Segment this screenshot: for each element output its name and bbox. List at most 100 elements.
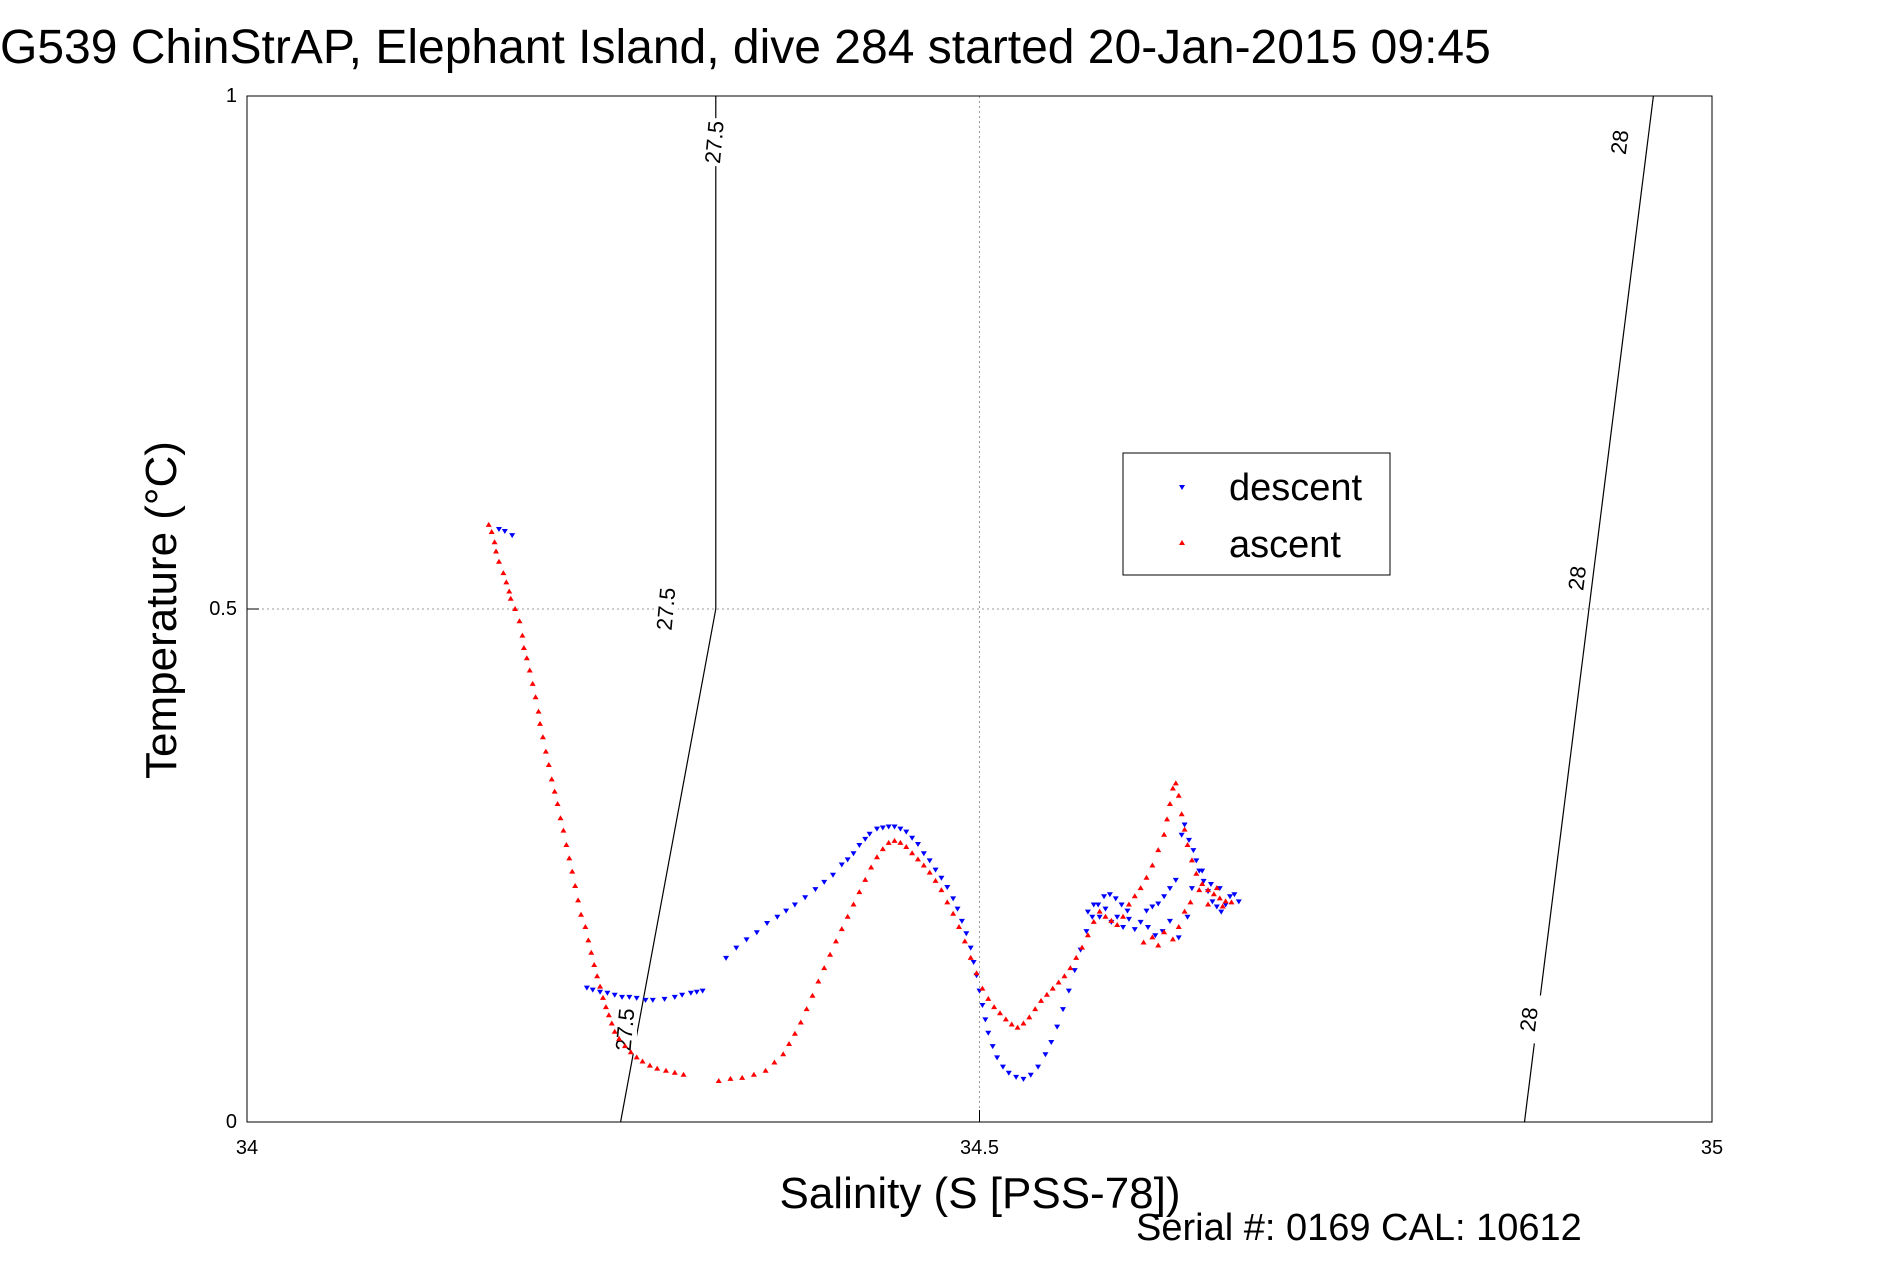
ascent-point-69 xyxy=(832,938,839,944)
descent-point-32 xyxy=(844,857,851,863)
ascent-point-23 xyxy=(551,788,558,794)
ascent-point-24 xyxy=(554,800,561,806)
legend: descent ascent xyxy=(1122,452,1391,576)
descent-point-121 xyxy=(1188,886,1195,892)
ascent-point-82 xyxy=(909,850,916,856)
ascent-point-8 xyxy=(507,595,514,601)
ascent-point-1 xyxy=(488,529,495,535)
descent-point-61 xyxy=(989,1044,996,1050)
ascent-point-77 xyxy=(879,846,886,852)
descent-point-92 xyxy=(1131,927,1138,933)
ascent-point-85 xyxy=(926,869,933,875)
descent-point-44 xyxy=(914,841,921,847)
ascent-point-6 xyxy=(503,579,510,585)
descent-point-119 xyxy=(1175,935,1182,941)
descent-point-64 xyxy=(1005,1070,1012,1076)
descent-point-50 xyxy=(950,896,957,902)
descent-point-34 xyxy=(856,842,863,848)
descent-point-111 xyxy=(1222,902,1229,908)
ascent-point-15 xyxy=(529,680,536,686)
ascent-point-99 xyxy=(1008,1021,1015,1027)
descent-point-47 xyxy=(932,867,939,873)
ascent-point-84 xyxy=(920,862,927,868)
legend-label-ascent: ascent xyxy=(1229,524,1341,566)
ascent-point-68 xyxy=(827,951,834,957)
ascent-point-101 xyxy=(1020,1020,1027,1026)
descent-point-40 xyxy=(891,824,898,830)
descent-point-77 xyxy=(1089,914,1096,920)
legend-marker-ascent xyxy=(1179,540,1185,545)
isopycnal-label-bg-0-1 xyxy=(653,585,678,633)
descent-point-66 xyxy=(1020,1076,1027,1082)
descent-point-20 xyxy=(733,945,740,951)
descent-point-35 xyxy=(862,836,869,842)
ascent-point-144 xyxy=(1155,942,1162,948)
descent-point-116 xyxy=(1152,933,1159,939)
y-tick-label-1: 0.5 xyxy=(209,598,237,620)
ascent-point-116 xyxy=(1108,917,1115,923)
descent-point-52 xyxy=(958,918,965,924)
ascent-point-120 xyxy=(1131,893,1138,899)
ascent-point-149 xyxy=(1187,899,1194,905)
ascent-point-19 xyxy=(539,734,546,740)
isopycnal-label-0-2: 27.5 xyxy=(700,120,729,165)
ascent-point-27 xyxy=(563,841,570,847)
descent-point-108 xyxy=(1209,899,1216,905)
ascent-point-17 xyxy=(535,708,542,714)
ascent-point-38 xyxy=(597,983,604,989)
ascent-point-66 xyxy=(815,978,822,984)
descent-point-46 xyxy=(926,858,933,864)
ascent-point-87 xyxy=(938,887,945,893)
descent-point-9 xyxy=(626,994,633,1000)
isopycnal-line-27.5 xyxy=(619,96,717,1123)
descent-point-7 xyxy=(611,992,618,998)
ascent-point-90 xyxy=(955,924,962,930)
ascent-point-83 xyxy=(914,856,921,862)
ascent-point-32 xyxy=(578,911,585,917)
ascent-point-29 xyxy=(569,868,576,874)
descent-point-102 xyxy=(1185,837,1192,843)
ascent-point-67 xyxy=(821,965,828,971)
descent-point-2 xyxy=(509,533,516,539)
descent-point-72 xyxy=(1060,1007,1067,1013)
descent-point-25 xyxy=(783,908,790,914)
descent-point-91 xyxy=(1125,916,1132,922)
descent-point-74 xyxy=(1071,968,1078,974)
x-tick-label-2: 35 xyxy=(1701,1137,1723,1159)
descent-point-19 xyxy=(723,955,730,961)
ascent-point-57 xyxy=(750,1071,757,1077)
chart-title: G539 ChinStrAP, Elephant Island, dive 28… xyxy=(0,21,1491,74)
ascent-point-34 xyxy=(585,937,592,943)
descent-point-99 xyxy=(1172,877,1179,883)
ascent-point-105 xyxy=(1043,991,1050,997)
ascent-point-135 xyxy=(1193,870,1200,876)
descent-point-67 xyxy=(1027,1072,1034,1078)
ascent-point-89 xyxy=(950,910,957,916)
ascent-point-123 xyxy=(1149,862,1156,868)
isopycnal-label-bg-1-1 xyxy=(1565,554,1590,603)
descent-point-48 xyxy=(938,875,945,881)
ascent-point-86 xyxy=(932,877,939,883)
ascent-point-136 xyxy=(1199,880,1206,886)
descent-point-95 xyxy=(1149,904,1156,910)
descent-point-39 xyxy=(885,824,892,830)
ascent-point-88 xyxy=(944,899,951,905)
ascent-point-152 xyxy=(1213,885,1220,891)
ascent-point-47 xyxy=(633,1054,640,1060)
descent-point-84 xyxy=(1084,909,1091,915)
ascent-point-7 xyxy=(506,588,513,594)
descent-point-53 xyxy=(963,931,970,937)
legend-box xyxy=(1122,452,1391,576)
y-axis-label: Temperature (°C) xyxy=(137,441,186,779)
ascent-point-71 xyxy=(844,913,851,919)
descent-point-13 xyxy=(661,996,668,1002)
ascent-point-122 xyxy=(1143,874,1150,880)
ascent-point-43 xyxy=(611,1028,618,1034)
ascent-point-115 xyxy=(1102,913,1109,919)
descent-point-96 xyxy=(1155,901,1162,907)
descent-point-28 xyxy=(812,887,819,893)
ascent-point-2 xyxy=(491,539,498,545)
ascent-point-124 xyxy=(1155,847,1162,853)
ascent-point-72 xyxy=(850,901,857,907)
